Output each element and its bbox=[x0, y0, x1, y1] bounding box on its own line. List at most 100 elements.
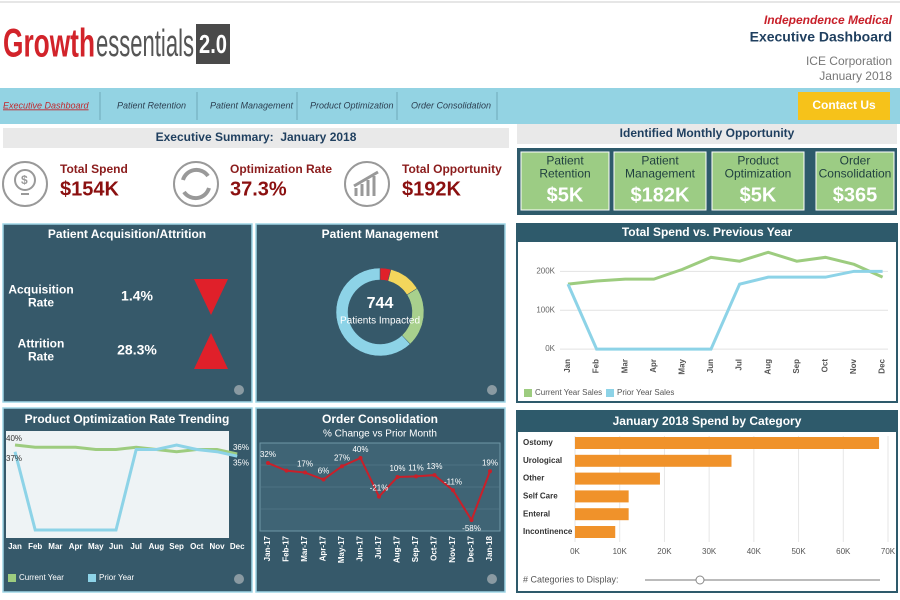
point bbox=[266, 461, 270, 466]
point bbox=[340, 464, 344, 469]
value-label: 27% bbox=[334, 453, 350, 462]
kpi-label: Total Opportunity bbox=[402, 162, 502, 176]
point bbox=[377, 494, 381, 499]
nav-tab[interactable]: Product Optimization bbox=[310, 100, 394, 110]
x-tick-label: 30K bbox=[702, 547, 717, 556]
x-tick-label: Mar bbox=[620, 359, 629, 373]
bar bbox=[575, 508, 629, 521]
x-tick-label: Mar-17 bbox=[300, 535, 309, 561]
panel-title-bar bbox=[517, 224, 897, 242]
x-tick-label: Aug-17 bbox=[393, 535, 402, 563]
x-tick-label: Jun-17 bbox=[356, 535, 365, 561]
legend-swatch bbox=[606, 389, 614, 397]
patient-management-panel bbox=[255, 223, 506, 403]
org: ICE Corporation bbox=[806, 54, 892, 68]
info-icon[interactable] bbox=[234, 574, 244, 584]
x-tick-label: Dec-17 bbox=[467, 535, 476, 562]
opportunity-label: Product Optimization bbox=[725, 154, 792, 181]
nav-tab[interactable]: Order Consolidation bbox=[411, 100, 491, 110]
donut-segment bbox=[335, 267, 411, 357]
legend-swatch bbox=[8, 574, 16, 582]
nav-tab[interactable]: Patient Retention bbox=[117, 100, 186, 110]
point bbox=[469, 518, 474, 522]
x-tick-label: Jun bbox=[706, 359, 715, 373]
x-tick-label: 0K bbox=[570, 547, 580, 556]
opportunity-box bbox=[815, 151, 895, 211]
nav-separators bbox=[99, 92, 498, 120]
category-label: Other bbox=[523, 474, 544, 483]
value-label: 40% bbox=[352, 445, 368, 454]
rate-label: Acquisition Rate bbox=[8, 283, 73, 310]
info-icon[interactable] bbox=[234, 385, 244, 395]
x-tick-label: Jan-17 bbox=[263, 535, 272, 561]
slider-knob[interactable] bbox=[695, 575, 705, 585]
x-tick-label: Sep bbox=[792, 359, 801, 374]
bar bbox=[575, 472, 660, 485]
text-line: Product bbox=[737, 154, 779, 168]
panel-title-bar bbox=[517, 411, 897, 432]
x-tick-label: Jan-18 bbox=[485, 535, 494, 561]
trend-arrow bbox=[194, 279, 228, 315]
x-tick-label: Oct bbox=[190, 542, 204, 551]
point bbox=[303, 470, 307, 475]
opportunity-value: $5K bbox=[547, 184, 584, 206]
x-tick-label: Nov bbox=[849, 358, 858, 374]
info-icon[interactable] bbox=[487, 574, 497, 584]
legend-label: Current Year bbox=[19, 573, 64, 582]
x-tick-label: May bbox=[88, 542, 104, 551]
text-line: Optimization bbox=[725, 167, 792, 181]
contact-button-label[interactable]: Contact Us bbox=[812, 98, 876, 112]
x-tick-label: Apr-17 bbox=[319, 535, 328, 561]
value-label: 37% bbox=[6, 454, 22, 463]
rate-label: Attrition Rate bbox=[18, 337, 65, 364]
category-label: Self Care bbox=[523, 492, 558, 501]
text-line: Order bbox=[840, 154, 871, 168]
x-tick-label: Jul bbox=[735, 359, 744, 371]
line bbox=[566, 269, 883, 351]
opportunity-title: Identified Monthly Opportunity bbox=[620, 126, 795, 140]
x-tick-label: Apr bbox=[649, 359, 658, 373]
bar bbox=[575, 454, 732, 467]
logo-badge bbox=[196, 24, 230, 64]
info-icons bbox=[234, 385, 497, 584]
x-tick-label: Oct-17 bbox=[430, 535, 439, 560]
legend-swatch bbox=[88, 574, 96, 582]
text-line: Retention bbox=[539, 167, 590, 181]
point bbox=[395, 474, 400, 479]
legend-label: Prior Year bbox=[99, 573, 134, 582]
x-tick-label: Jan bbox=[563, 359, 572, 373]
nav-tab[interactable]: Patient Management bbox=[210, 100, 294, 110]
point bbox=[284, 468, 289, 473]
x-tick-label: 70K bbox=[881, 547, 896, 556]
y-tick-label: 0K bbox=[545, 344, 555, 353]
point bbox=[414, 474, 418, 479]
kpi-label: Optimization Rate bbox=[230, 162, 332, 176]
value-label: 40% bbox=[6, 434, 22, 443]
x-tick-label: May bbox=[678, 358, 687, 374]
point bbox=[321, 477, 326, 482]
summary-title: Executive Summary: January 2018 bbox=[156, 130, 357, 144]
value-label: -11% bbox=[444, 477, 462, 486]
bar bbox=[575, 526, 616, 538]
x-tick-label: 50K bbox=[791, 547, 806, 556]
contact-button[interactable] bbox=[798, 92, 890, 120]
info-icon[interactable] bbox=[487, 385, 497, 395]
x-tick-label: Oct bbox=[821, 359, 830, 373]
opportunity-value: $5K bbox=[740, 184, 777, 206]
logo-light: essentials bbox=[96, 23, 194, 65]
value-label: 36% bbox=[233, 443, 249, 452]
line bbox=[567, 250, 884, 286]
logo-bold: Growth bbox=[3, 22, 95, 66]
value-label: -21% bbox=[370, 484, 389, 493]
bar bbox=[575, 490, 629, 503]
value-label: 35% bbox=[233, 458, 249, 467]
x-tick-label: Nov bbox=[209, 542, 225, 551]
value-label: 10% bbox=[389, 464, 405, 473]
nav-tab-active[interactable]: Executive Dashboard bbox=[3, 100, 90, 110]
x-tick-label: Mar bbox=[48, 542, 62, 551]
category-label: Incontinence bbox=[523, 527, 573, 536]
panel-title: Total Spend vs. Previous Year bbox=[622, 225, 793, 239]
category-label: Ostomy bbox=[523, 438, 553, 447]
value-label: 11% bbox=[408, 463, 423, 472]
